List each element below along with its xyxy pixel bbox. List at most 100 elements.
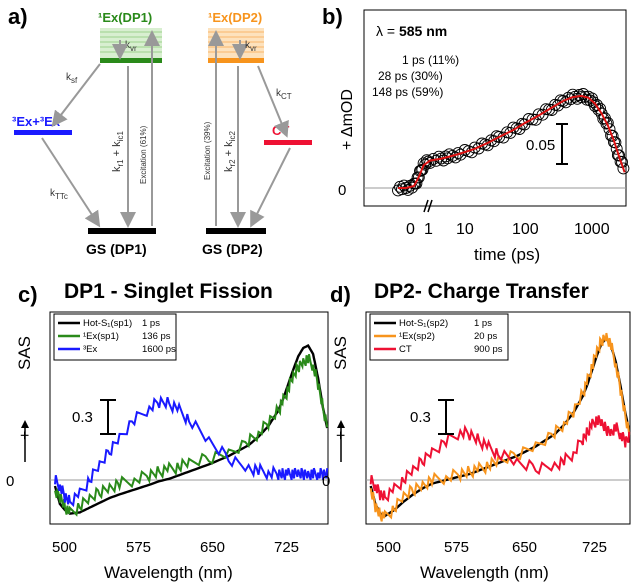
dp1-ex-level	[100, 58, 162, 63]
legend-entry-time: 20 ps	[474, 331, 497, 342]
dp1-ex-label: ¹Ex(DP1)	[98, 10, 152, 25]
panel-d-frame	[365, 311, 631, 525]
panel-b-scale-bar	[556, 123, 568, 165]
panel-d-xlabel: Wavelength (nm)	[420, 563, 549, 582]
legend-entry-name: Hot-S₁(sp1)	[83, 318, 132, 329]
panel-d-title: DP2- Charge Transfer	[374, 280, 589, 303]
panel-c-scale-bar	[100, 399, 116, 435]
dp2-gs-level	[206, 228, 266, 234]
panel-c-legend-items: Hot-S₁(sp1) 1 ps ¹Ex(sp1) 136 ps ³Ex 1600 ps	[58, 318, 176, 355]
panel-b-data-point	[617, 162, 630, 175]
ksf-arrow	[51, 63, 101, 128]
legend-entry-name: CT	[399, 344, 412, 355]
panel-b-xtick-1: 1	[424, 221, 433, 238]
panel-b-lifetime-1: 1 ps (11%)	[402, 53, 459, 67]
panel-b-xtick-0: 0	[406, 221, 415, 238]
legend-entry-name: ¹Ex(sp2)	[399, 331, 435, 342]
triplet-level	[14, 130, 72, 135]
dp1-krad-label: kr1 + kic1	[111, 131, 125, 172]
panel-b-data-point	[610, 142, 623, 155]
panel-d-legend-items: Hot-S₁(sp2) 1 ps ¹Ex(sp2) 20 ps CT 900 ps	[374, 318, 503, 355]
panel-b-data-point	[410, 177, 423, 190]
ct-label: CT	[272, 123, 289, 138]
panel-b-axis-break	[423, 199, 433, 213]
panel-b-lifetime-2: 28 ps (30%)	[378, 69, 443, 83]
panel-b-xtick-2: 10	[456, 221, 474, 238]
panel-b-lifetime-3: 148 ps (59%)	[372, 85, 443, 99]
panel-c-xtick-3: 725	[274, 539, 299, 556]
panel-b-data-point	[446, 149, 459, 162]
panel-b-frame	[363, 9, 627, 207]
dp1-gs-label: GS (DP1)	[86, 241, 147, 257]
panel-d-xtick-1: 575	[444, 539, 469, 556]
panel-c-xtick-0: 500	[52, 539, 77, 556]
panel-c-xlabel: Wavelength (nm)	[104, 563, 233, 582]
panel-d-ytick-0: 0	[322, 473, 330, 490]
panel-d-scale-label: 0.3	[410, 409, 431, 426]
panel-a-diagram: ¹Ex(DP1) kvr ³Ex+³Ex ksf kTTc kr1 + kic1…	[12, 10, 312, 257]
panel-d-chart: Hot-S₁(sp2) 1 ps ¹Ex(sp2) 20 ps CT 900 ps 0.3…	[322, 311, 631, 582]
legend-entry-name: Hot-S₁(sp2)	[399, 318, 448, 329]
panel-c-xtick-2: 650	[200, 539, 225, 556]
panel-d-ylabel: SAS	[331, 336, 350, 370]
panel-b-ylabel: + ΔmOD	[339, 89, 356, 150]
dp2-gs-label: GS (DP2)	[202, 241, 263, 257]
panel-b-xlabel: time (ps)	[474, 245, 540, 264]
legend-entry-time: 1600 ps	[142, 344, 176, 355]
legend-entry-time: 1 ps	[142, 318, 160, 329]
panel-b-ytick-0: 0	[338, 182, 346, 199]
panel-c-xtick-1: 575	[126, 539, 151, 556]
kttc-arrow	[41, 137, 101, 228]
dp2-ex-label: ¹Ex(DP2)	[208, 10, 262, 25]
panel-d-xtick-0: 500	[376, 539, 401, 556]
panel-c-marks	[53, 344, 329, 517]
panel-b-data-point	[424, 156, 436, 169]
dp1-gs-level	[88, 228, 156, 234]
panel-c-series-2	[54, 394, 329, 508]
panel-d-letter: d)	[330, 282, 351, 307]
panel-d-xtick-3: 725	[582, 539, 607, 556]
panel-c-y-arrow-head	[21, 420, 29, 428]
ct-level	[264, 140, 312, 145]
kct-arrow	[257, 65, 289, 138]
panel-c-title: DP1 - Singlet Fission	[64, 280, 273, 303]
panel-b-data-point	[613, 149, 626, 162]
panel-c-series-1	[54, 354, 329, 517]
dp1-kvr-label: kvr	[125, 40, 137, 53]
panel-b-data-point	[417, 157, 430, 170]
panel-c-frame	[49, 311, 329, 525]
panel-b-xtick-4: 1000	[574, 221, 610, 238]
panel-c-series-0	[53, 344, 329, 515]
panel-b-xtick-3: 100	[512, 221, 539, 238]
ct-decay-arrow	[250, 147, 291, 228]
panel-b-lambda: λ = 585 nm	[376, 23, 447, 39]
legend-entry-time: 136 ps	[142, 331, 171, 342]
panel-b-data-point	[412, 171, 425, 184]
panel-b-marks	[392, 88, 630, 213]
legend-entry-name: ¹Ex(sp1)	[83, 331, 119, 342]
panel-c-ytick-0: 0	[6, 473, 14, 490]
dp2-excitation-label: Excitation (39%)	[203, 121, 212, 180]
panel-a-letter: a)	[8, 4, 28, 29]
panel-b-data-point	[398, 179, 410, 192]
panel-d-series-1	[369, 332, 631, 522]
panel-b-data-point	[419, 158, 432, 171]
panel-d-y-arrow-head	[337, 420, 345, 428]
dp2-krad-label: kr2 + kic2	[223, 131, 237, 172]
legend-entry-name: ³Ex	[83, 344, 98, 355]
kttc-label: kTTc	[50, 188, 68, 201]
panel-b-letter: b)	[322, 4, 343, 29]
ksf-label: ksf	[66, 72, 78, 85]
kct-label: kCT	[276, 88, 292, 101]
legend-entry-time: 900 ps	[474, 344, 503, 355]
dp2-ex-level	[208, 58, 264, 63]
panel-b-data-point	[566, 88, 579, 101]
panel-d-series-2	[369, 415, 631, 503]
panel-b-chart: λ = 585 nm 1 ps (11%) 28 ps (30%) 148 ps…	[338, 9, 630, 264]
panel-c-ylabel: SAS	[15, 336, 34, 370]
panel-b-scale-label: 0.05	[526, 137, 555, 154]
panel-d-xtick-2: 650	[512, 539, 537, 556]
panel-b-data-point	[601, 116, 614, 129]
legend-entry-time: 1 ps	[474, 318, 492, 329]
